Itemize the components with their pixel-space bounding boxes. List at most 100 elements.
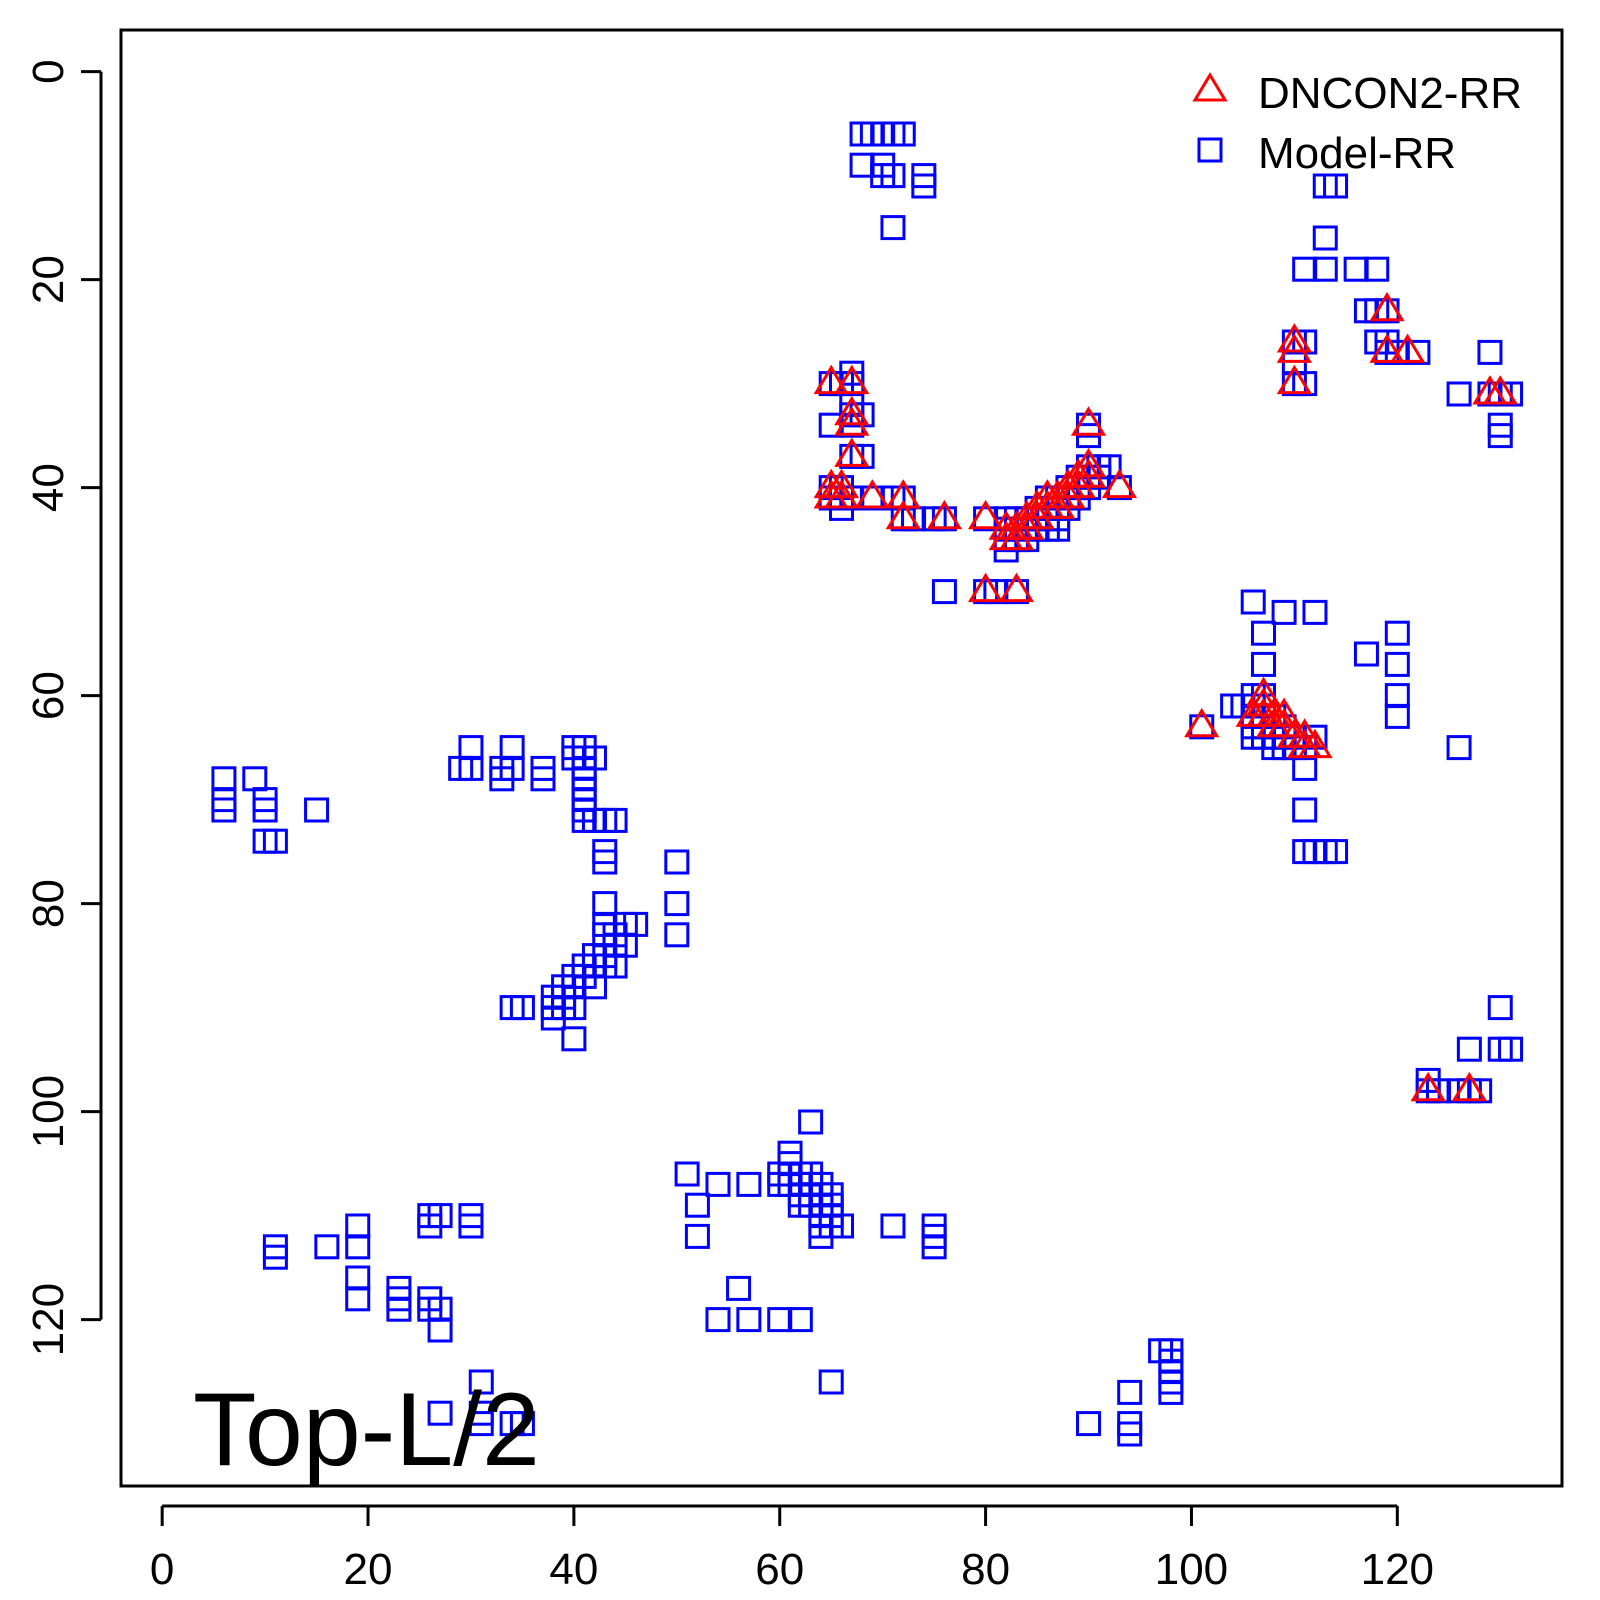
x-tick-label: 0 — [150, 1545, 174, 1594]
dncon2-rr-point — [885, 499, 921, 530]
model-rr-point — [427, 1400, 453, 1426]
model-rr-point — [1312, 225, 1338, 251]
x-tick-label: 40 — [549, 1545, 598, 1594]
dncon2-rr-point — [1389, 333, 1426, 363]
model-rr-point — [499, 755, 525, 781]
dncon2-rr-point — [885, 479, 921, 509]
model-rr-point — [1487, 995, 1513, 1021]
plot-frame — [119, 28, 1564, 1488]
dncon2-rr-point — [834, 364, 870, 395]
model-rr-point — [1487, 423, 1513, 449]
model-rr-point — [684, 1223, 710, 1249]
dncon2-rr-point — [1410, 1071, 1446, 1102]
dncon2-rr-point — [926, 499, 963, 530]
model-rr-point — [458, 755, 484, 781]
model-rr-point — [664, 922, 690, 948]
model-rr-point — [1323, 173, 1349, 199]
model-rr-point — [664, 891, 690, 917]
model-rr-point — [1353, 641, 1379, 667]
dncon2-rr-point — [1266, 697, 1302, 727]
model-rr-point — [1498, 1036, 1524, 1062]
model-rr-point — [1446, 381, 1472, 407]
series-triangle — [813, 291, 1518, 1102]
y-tick-label: 0 — [24, 59, 73, 83]
dncon2-rr-point — [813, 364, 849, 395]
model-rr-point — [1446, 735, 1472, 761]
model-rr-point — [736, 1307, 762, 1333]
x-tick-label: 120 — [1361, 1545, 1434, 1594]
legend-label-dncon2: DNCON2-RR — [1258, 69, 1522, 118]
x-tick-label: 100 — [1155, 1545, 1228, 1594]
model-rr-point — [345, 1286, 371, 1312]
top-l2-annotation: Top-L/2 — [193, 1372, 540, 1488]
model-rr-point — [890, 121, 916, 147]
model-rr-point — [602, 807, 628, 833]
legend-square-icon — [1197, 137, 1223, 163]
y-tick-label: 40 — [24, 463, 73, 512]
model-rr-point — [509, 995, 535, 1021]
model-rr-point — [880, 1213, 906, 1239]
model-rr-point — [664, 849, 690, 875]
model-rr-point — [1323, 839, 1349, 865]
dncon2-rr-point — [1482, 375, 1518, 405]
dncon2-rr-point — [1369, 291, 1405, 322]
model-rr-point — [530, 766, 556, 792]
dncon2-rr-point — [834, 395, 870, 426]
dncon2-rr-point — [1070, 447, 1107, 478]
model-rr-point — [1405, 339, 1431, 365]
model-rr-point — [1312, 256, 1338, 282]
model-rr-point — [262, 1244, 288, 1270]
axes: 0 20 40 60 80 100 120 0 20 40 60 80 100 120 — [24, 59, 1434, 1594]
x-tick-label: 60 — [755, 1545, 804, 1594]
y-tick-label: 100 — [24, 1075, 73, 1148]
dncon2-rr-point — [998, 520, 1035, 551]
model-rr-point — [705, 1171, 731, 1197]
dncon2-rr-point — [834, 406, 870, 436]
model-rr-point — [1271, 599, 1297, 625]
dncon2-rr-point — [1276, 333, 1313, 363]
dncon2-rr-point — [834, 437, 870, 467]
model-rr-point — [1158, 1379, 1184, 1405]
model-rr-point — [880, 163, 906, 189]
model-rr-point — [1076, 1411, 1102, 1437]
dncon2-rr-point — [967, 572, 1004, 603]
dncon2-rr-point — [1451, 1071, 1488, 1102]
model-rr-point — [427, 1317, 453, 1343]
legend-triangle-icon — [1192, 72, 1228, 102]
model-rr-point — [1302, 599, 1328, 625]
model-rr-point — [211, 797, 237, 823]
model-rr-point — [880, 215, 906, 241]
model-rr-point — [931, 579, 957, 605]
dncon2-rr-point — [1070, 406, 1107, 436]
dncon2-rr-point — [1276, 323, 1313, 353]
model-rr-point — [1292, 371, 1318, 397]
model-rr-point — [252, 797, 278, 823]
model-rr-point — [1240, 589, 1266, 615]
dncon2-rr-point — [1184, 707, 1220, 738]
y-tick-label: 80 — [24, 879, 73, 928]
model-rr-point — [798, 1109, 824, 1135]
dncon2-rr-point — [1009, 510, 1045, 540]
model-rr-point — [1467, 1078, 1493, 1104]
model-rr-point — [314, 1234, 340, 1260]
model-rr-point — [1117, 1421, 1143, 1447]
dncon2-rr-point — [1297, 728, 1333, 759]
model-rr-point — [911, 173, 937, 199]
dncon2-rr-point — [1060, 468, 1096, 499]
model-rr-point — [849, 443, 875, 469]
x-tick-label: 80 — [961, 1545, 1010, 1594]
model-rr-point — [921, 1234, 947, 1260]
dncon2-rr-point — [967, 499, 1004, 530]
dncon2-rr-point — [1050, 479, 1086, 509]
model-rr-point — [468, 1369, 494, 1395]
dncon2-rr-point — [998, 572, 1035, 603]
dncon2-rr-point — [1245, 676, 1282, 707]
model-rr-point — [1251, 651, 1277, 677]
model-rr-point — [561, 1026, 587, 1052]
model-rr-point — [1364, 256, 1390, 282]
model-rr-point — [818, 1369, 844, 1395]
y-tick-label: 120 — [24, 1283, 73, 1356]
plot-marks — [211, 121, 1524, 1447]
